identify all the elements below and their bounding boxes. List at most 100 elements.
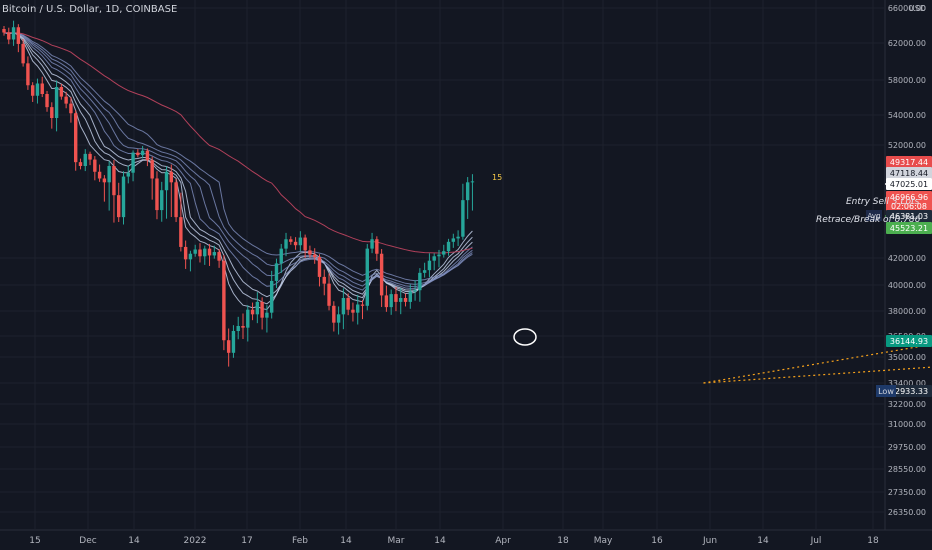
candle-body xyxy=(260,301,264,318)
candle-body xyxy=(126,172,130,177)
candle-body xyxy=(121,176,126,218)
candle-body xyxy=(360,304,365,306)
candle-body xyxy=(145,150,150,161)
y-tick-label: 32200.00 xyxy=(888,400,926,409)
price-label-text: 46966.96 xyxy=(890,193,928,202)
price-label-box xyxy=(886,178,932,190)
candle-body xyxy=(422,270,427,273)
candle-body xyxy=(313,254,317,258)
candle-body xyxy=(375,239,379,254)
y-tick-label: 29750.00 xyxy=(888,443,926,452)
candle-body xyxy=(198,249,202,257)
ma-ribbon-line xyxy=(3,32,473,291)
price-label-box xyxy=(886,200,932,212)
candle-body xyxy=(298,237,303,246)
candle-body xyxy=(432,256,436,261)
price-label-text: 36144.93 xyxy=(890,337,928,346)
price-label-text: 47025.01 xyxy=(890,180,928,189)
candle-body xyxy=(174,182,178,218)
candle-body xyxy=(293,241,298,246)
candle-body xyxy=(456,236,460,239)
candle-body xyxy=(179,217,183,247)
price-label-text: 32933.33 xyxy=(890,387,928,396)
x-tick-label: 14 xyxy=(434,536,446,546)
symbol-title: Bitcoin / U.S. Dollar, 1D, COINBASE xyxy=(2,4,178,15)
candle-body xyxy=(394,294,398,302)
ma-ribbon-line xyxy=(3,32,473,288)
candle-body xyxy=(370,239,374,249)
candle-body xyxy=(222,260,226,341)
candle-body xyxy=(212,252,217,256)
candle-body xyxy=(389,294,393,308)
price-label-box xyxy=(886,335,932,347)
candle-body xyxy=(26,63,30,86)
y-tick-label: 31000.00 xyxy=(888,420,926,429)
candle-body xyxy=(188,253,193,260)
candle-body xyxy=(74,113,78,163)
y-tick-label: 26350.00 xyxy=(888,508,926,517)
candle-body xyxy=(351,309,355,313)
price-label-text: 45523.21 xyxy=(890,224,928,233)
price-label-box xyxy=(886,167,932,179)
candle-body xyxy=(78,162,83,167)
candle-body xyxy=(379,253,384,296)
candle-body xyxy=(231,331,236,353)
avg-tag xyxy=(866,210,882,221)
count-label: 15 xyxy=(492,173,502,182)
candle-body xyxy=(140,150,145,156)
candle-body xyxy=(217,252,221,261)
candle-body xyxy=(236,326,240,331)
y-tick-label: 40000.00 xyxy=(888,281,926,290)
x-tick-label: 16 xyxy=(651,536,663,546)
candle-body xyxy=(54,87,59,118)
y-tick-label: 33400.00 xyxy=(888,379,926,388)
y-tick-label: 52000.00 xyxy=(888,141,926,150)
candle-body xyxy=(303,237,307,251)
y-tick-label: 38000.00 xyxy=(888,307,926,316)
x-tick-label: 2022 xyxy=(184,536,207,546)
candle-body xyxy=(470,181,475,183)
candle-body xyxy=(40,83,44,94)
candle-body xyxy=(451,238,456,242)
candle-body xyxy=(21,43,25,64)
candle-body xyxy=(332,305,336,323)
candle-body xyxy=(16,27,21,44)
y-tick-label: 62000.00 xyxy=(888,39,926,48)
candle-body xyxy=(131,152,135,173)
candle-body xyxy=(136,152,140,156)
candle-body xyxy=(69,103,73,114)
y-tick-label: 54000.00 xyxy=(888,111,926,120)
candle-body xyxy=(322,276,326,284)
candle-body xyxy=(279,248,283,264)
candle-body xyxy=(102,178,107,183)
ma-slow-line xyxy=(3,31,473,254)
candle-body xyxy=(269,280,274,313)
x-tick-label: Dec xyxy=(79,536,96,546)
low-tag xyxy=(876,385,896,397)
candle-body xyxy=(64,96,68,104)
candle-body xyxy=(308,250,312,255)
candle-body xyxy=(399,298,403,302)
candle-body xyxy=(246,309,250,328)
price-label-box xyxy=(886,385,932,397)
candle-body xyxy=(408,291,412,302)
candle-body xyxy=(284,239,288,249)
candle-body xyxy=(59,87,64,97)
ma-ribbon-line xyxy=(3,32,473,298)
x-tick-label: 17 xyxy=(241,536,252,546)
candle-body xyxy=(107,166,111,183)
x-tick-label: Jul xyxy=(810,536,822,546)
candle-body xyxy=(465,182,470,201)
candle-body xyxy=(203,248,207,257)
candle-body xyxy=(250,309,255,315)
candle-body xyxy=(226,340,231,353)
candle-body xyxy=(356,304,360,313)
candle-body xyxy=(289,239,293,242)
candle-body xyxy=(437,254,441,257)
candle-body xyxy=(97,171,102,179)
candle-body xyxy=(112,166,116,196)
y-tick-label: 28550.00 xyxy=(888,465,926,474)
y-tick-label: 27350.00 xyxy=(888,488,926,497)
candle-body xyxy=(346,298,350,310)
